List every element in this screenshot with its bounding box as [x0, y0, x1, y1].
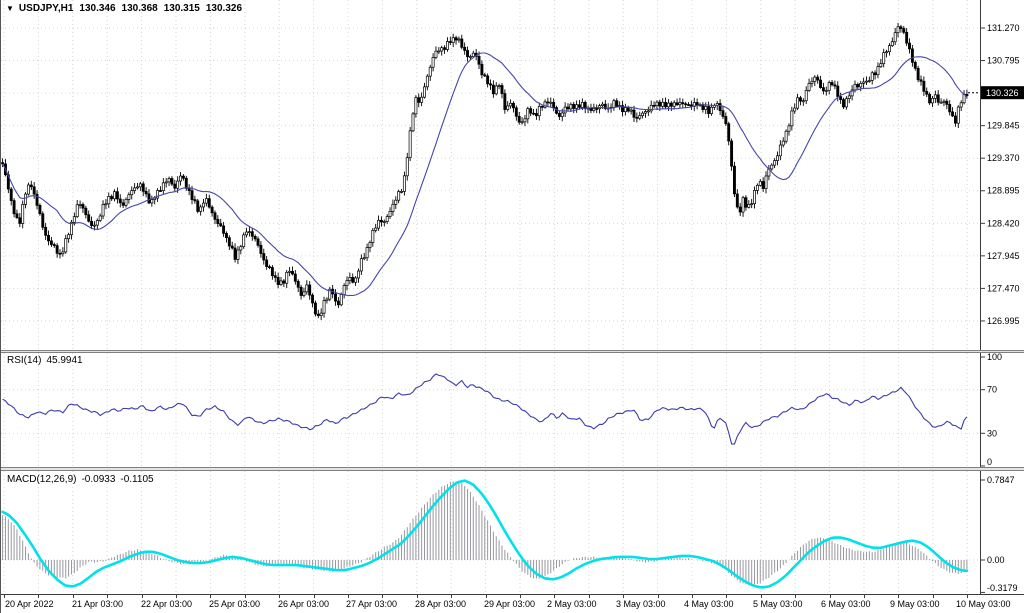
svg-text:100: 100 [987, 353, 1002, 362]
svg-text:126.995: 126.995 [987, 316, 1020, 326]
time-axis-tick [623, 595, 625, 598]
time-axis-label: 25 Apr 03:00 [209, 599, 261, 609]
time-axis-label: 22 Apr 03:00 [141, 599, 193, 609]
time-axis-label: 29 Apr 03:00 [484, 599, 536, 609]
macd-name: MACD(12,26,9) [7, 474, 77, 485]
time-axis-tick [4, 595, 5, 598]
symbol-header: ▼ USDJPY,H1 130.346 130.368 130.315 130.326 [6, 3, 248, 14]
svg-text:128.420: 128.420 [987, 218, 1020, 228]
rsi-panel[interactable]: 100 70 30 0 [1, 353, 1024, 467]
time-axis-label: 26 Apr 03:00 [278, 599, 330, 609]
time-axis-tick [795, 595, 797, 598]
time-axis-label: 5 May 03:00 [753, 599, 803, 609]
time-axis-tick [520, 595, 521, 598]
symbol-name: USDJPY,H1 [18, 3, 74, 14]
time-axis-tick [244, 595, 246, 598]
time-axis-tick [141, 595, 143, 598]
time-axis-label: 21 Apr 03:00 [72, 599, 124, 609]
svg-text:0.7847: 0.7847 [987, 475, 1015, 485]
time-axis-tick [692, 595, 693, 598]
svg-text:131.270: 131.270 [987, 23, 1020, 33]
time-axis-tick [829, 595, 831, 598]
svg-text:130.795: 130.795 [987, 56, 1020, 66]
time-axis-label: 9 May 03:00 [890, 599, 940, 609]
quote-close: 130.326 [205, 3, 243, 14]
quote-open: 130.346 [79, 3, 116, 14]
time-axis-tick [313, 595, 315, 598]
time-axis-tick [451, 595, 453, 598]
rsi-label: RSI(14) 45.9941 [7, 355, 88, 366]
symbol-dropdown-icon[interactable]: ▼ [6, 4, 14, 13]
svg-text:129.845: 129.845 [987, 121, 1020, 131]
svg-text:128.895: 128.895 [987, 186, 1020, 196]
time-axis-tick [382, 595, 384, 598]
rsi-value: 45.9941 [46, 355, 83, 366]
panel-separator[interactable] [1, 350, 1024, 353]
time-axis-tick [107, 595, 109, 598]
svg-text:-0.3179: -0.3179 [987, 583, 1018, 593]
time-axis-label: 3 May 03:00 [616, 599, 666, 609]
time-axis-tick [898, 595, 900, 598]
rsi-name: RSI(14) [7, 355, 42, 366]
svg-text:0.00: 0.00 [987, 555, 1005, 565]
time-axis-tick [657, 595, 659, 598]
time-axis-tick [864, 595, 865, 598]
quote-high: 130.368 [121, 3, 158, 14]
time-axis-tick [210, 595, 212, 598]
svg-text:127.945: 127.945 [987, 251, 1020, 261]
time-axis-label: 28 Apr 03:00 [415, 599, 467, 609]
time-axis-tick [760, 595, 762, 598]
svg-text:127.470: 127.470 [987, 283, 1020, 293]
macd-signal-value: -0.1105 [120, 474, 154, 485]
main-chart-panel[interactable]: 131.270 130.795 129.845 129.370 128.895 128.4… [1, 0, 1024, 350]
quote-low: 130.315 [163, 3, 200, 14]
time-axis-tick [726, 595, 728, 598]
time-axis[interactable]: 20 Apr 2022 21 Apr 03:00 22 Apr 03:00 25 Ap… [1, 594, 1024, 613]
svg-text:70: 70 [987, 385, 997, 395]
macd-panel[interactable]: 0.7847 0.00 -0.3179 [1, 471, 1024, 594]
svg-text:30: 30 [987, 428, 997, 438]
panel-separator[interactable] [1, 467, 1024, 471]
time-axis-tick [967, 595, 969, 598]
time-axis-tick [588, 595, 590, 598]
svg-text:0: 0 [987, 457, 992, 467]
time-axis-tick [416, 595, 418, 598]
time-axis-tick [72, 595, 74, 598]
time-axis-tick [485, 595, 487, 598]
time-axis-tick [279, 595, 281, 598]
macd-label: MACD(12,26,9) -0.0933 -0.1105 [7, 474, 159, 485]
time-axis-tick [176, 595, 177, 598]
time-axis-label: 10 May 03:00 [956, 599, 1011, 609]
time-axis-tick [932, 595, 934, 598]
svg-text:130.326: 130.326 [986, 88, 1019, 98]
time-axis-tick [348, 595, 349, 598]
time-axis-tick [38, 595, 40, 598]
time-axis-label: 20 Apr 2022 [5, 599, 54, 609]
time-axis-label: 6 May 03:00 [821, 599, 871, 609]
macd-value: -0.0933 [81, 474, 116, 485]
time-axis-label: 4 May 03:00 [684, 599, 734, 609]
time-axis-tick [554, 595, 556, 598]
time-axis-label: 27 Apr 03:00 [346, 599, 398, 609]
time-axis-label: 2 May 03:00 [547, 599, 597, 609]
svg-text:129.370: 129.370 [987, 153, 1020, 163]
